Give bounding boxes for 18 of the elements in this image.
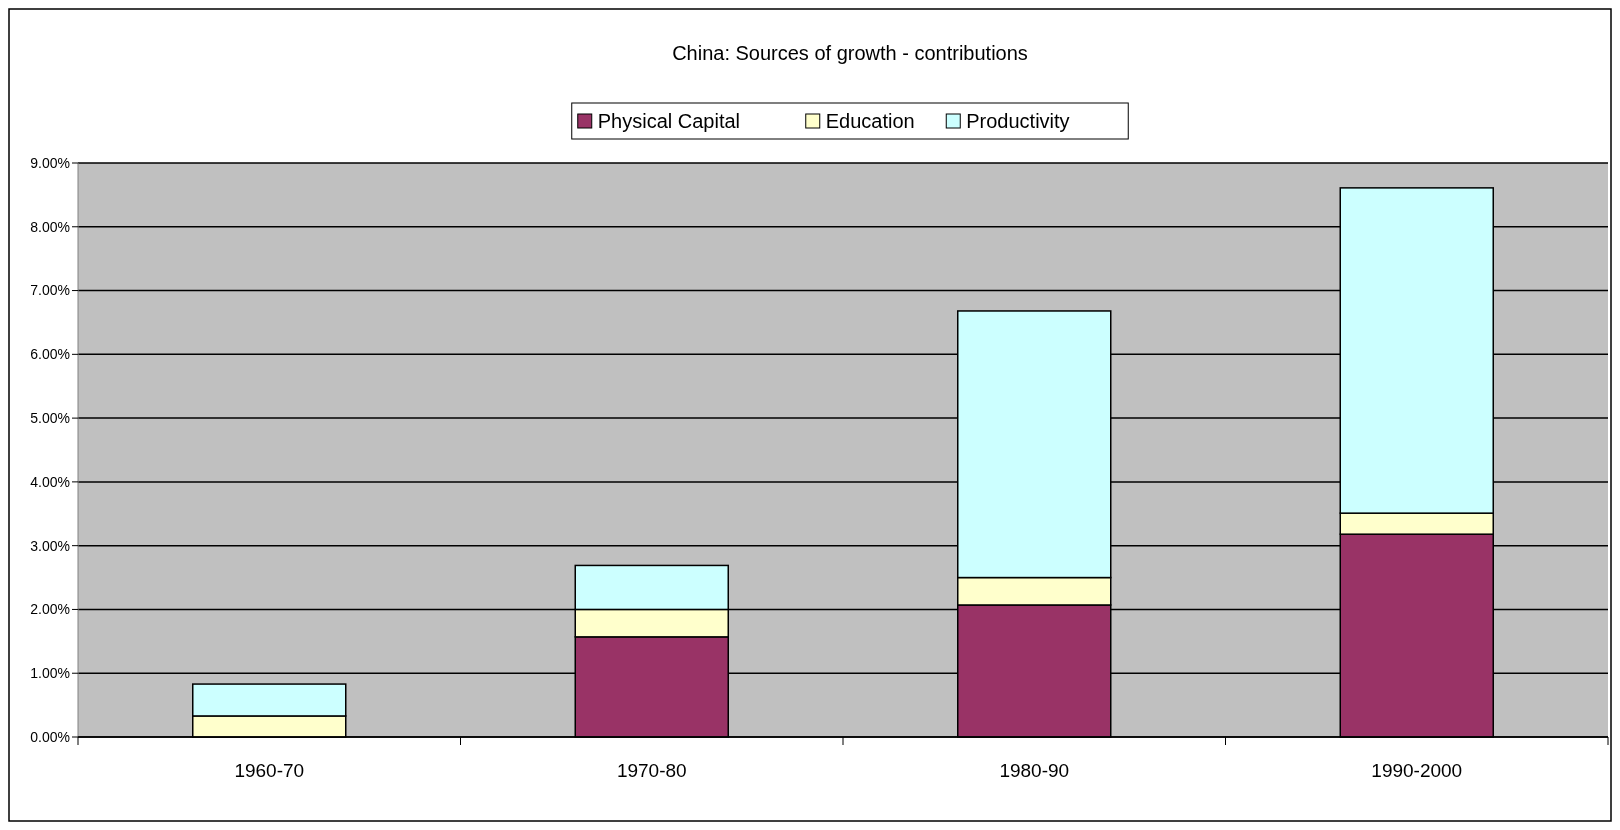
y-tick-label: 3.00% xyxy=(30,537,70,554)
x-tick-label: 1960-70 xyxy=(234,760,305,781)
y-tick-label: 4.00% xyxy=(30,473,70,490)
y-tick-label: 9.00% xyxy=(30,154,70,171)
legend-label: Productivity xyxy=(966,110,1070,132)
x-tick-label: 1990-2000 xyxy=(1371,760,1463,781)
y-tick-label: 1.00% xyxy=(30,665,70,682)
x-tick-label: 1970-80 xyxy=(616,760,687,781)
legend-label: Education xyxy=(825,110,915,132)
legend-label: Physical Capital xyxy=(597,110,741,132)
y-tick-label: 5.00% xyxy=(30,410,70,427)
y-tick-label: 2.00% xyxy=(30,601,70,618)
chart-title: China: Sources of growth - contributions xyxy=(672,42,1028,64)
y-tick-label: 0.00% xyxy=(30,728,70,745)
y-tick-label: 7.00% xyxy=(30,282,70,299)
x-tick-label: 1980-90 xyxy=(999,760,1070,781)
y-tick-label: 6.00% xyxy=(30,346,70,363)
y-tick-label: 8.00% xyxy=(30,218,70,235)
